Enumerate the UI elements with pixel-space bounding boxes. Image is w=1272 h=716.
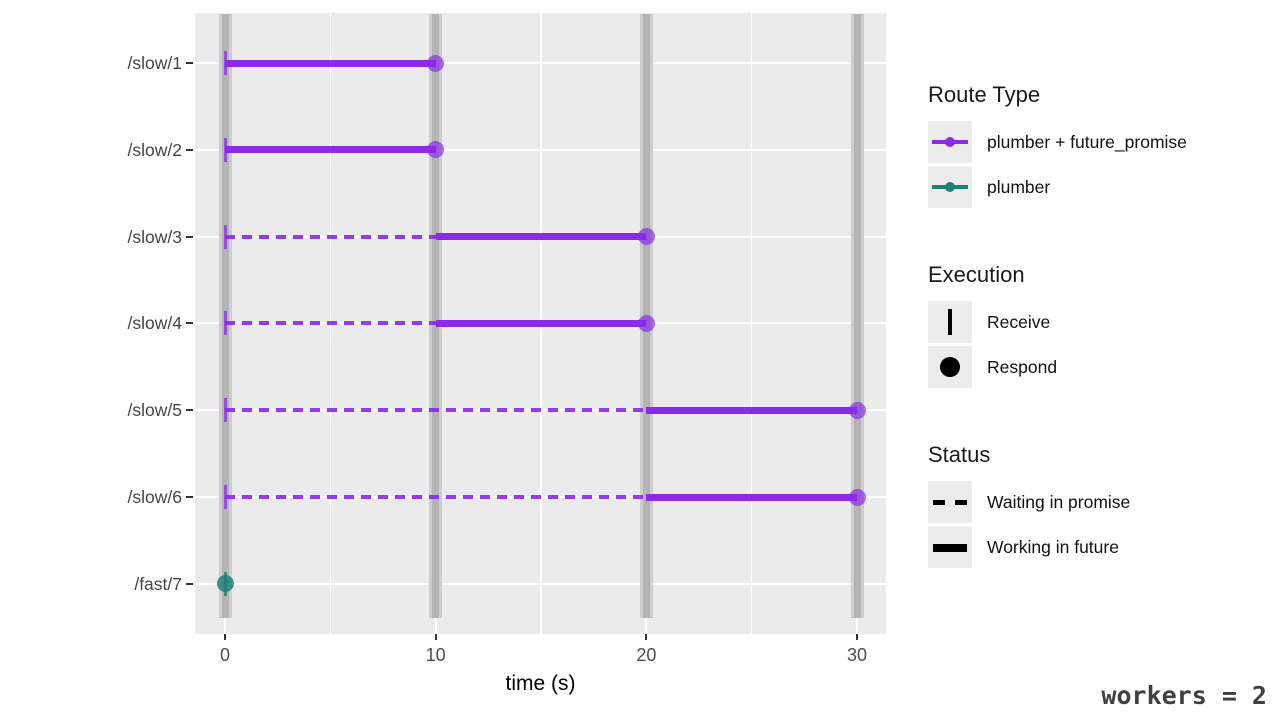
- waiting-in-promise-segment: [225, 408, 647, 413]
- respond-dot: [216, 575, 234, 593]
- legend-key-vline-icon: [928, 301, 972, 343]
- x-axis-title: time (s): [505, 672, 576, 695]
- legend-key-dot: [945, 137, 955, 147]
- respond-dot: [637, 228, 655, 246]
- y-axis-tick: [186, 496, 193, 498]
- y-axis-tick: [186, 148, 193, 151]
- workers-annotation: workers = 2: [1101, 681, 1267, 710]
- legend-item: Respond: [928, 346, 1057, 388]
- x-axis-tick-label: 10: [425, 645, 446, 665]
- worker-band-core: [432, 14, 440, 618]
- legend-key-line-dot-icon: [928, 121, 972, 163]
- y-axis-label: /slow/5: [127, 400, 182, 421]
- respond-dot: [848, 488, 866, 506]
- legend-key-circle: [940, 357, 960, 377]
- legend-title-execution: Execution: [928, 262, 1025, 287]
- legend-item-label: plumber: [987, 176, 1051, 197]
- plot-panel: [195, 13, 886, 634]
- y-axis-tick: [186, 62, 193, 64]
- legend-item-label: Waiting in promise: [987, 491, 1131, 512]
- legend-item: plumber + future_promise: [928, 121, 1187, 163]
- working-in-future-segment: [225, 146, 436, 154]
- x-axis-tick-label: 30: [846, 645, 868, 665]
- x-axis-tick: [224, 634, 226, 640]
- y-axis-label: /slow/1: [127, 53, 182, 73]
- legend-key-dashes: [933, 499, 967, 505]
- legend-item-label: Receive: [987, 311, 1051, 332]
- x-axis-tick-label: 0: [219, 645, 230, 665]
- y-axis-tick: [186, 582, 193, 585]
- y-axis-label: /slow/4: [127, 313, 182, 334]
- y-axis-tick: [186, 409, 193, 412]
- respond-dot: [427, 54, 445, 72]
- legend-key-dot-icon: [928, 346, 972, 388]
- y-axis-label: /fast/7: [134, 573, 182, 594]
- legend-key-vline: [948, 309, 952, 335]
- legend-title-status: Status: [928, 442, 991, 467]
- legend-key-dashed-icon: [928, 481, 972, 523]
- x-axis-tick: [856, 634, 858, 640]
- x-axis-tick: [434, 634, 437, 640]
- y-axis-label: /slow/6: [127, 487, 182, 507]
- working-in-future-segment: [646, 493, 857, 501]
- legend-key-dot: [945, 182, 955, 192]
- x-axis-tick-label: 20: [636, 645, 657, 665]
- worker-band-core: [853, 14, 861, 618]
- y-axis-label: /slow/3: [127, 226, 182, 247]
- legend-item-label: plumber + future_promise: [987, 131, 1187, 152]
- respond-dot: [848, 401, 866, 419]
- legend-key-thick-line: [933, 543, 967, 552]
- legend-group-status: Status Waiting in promise Working in futu…: [928, 442, 1130, 571]
- waiting-in-promise-segment: [225, 234, 436, 239]
- legend-key-line-dot-icon: [928, 166, 972, 208]
- legend-title-route-type: Route Type: [928, 82, 1041, 107]
- legend-item: Working in future: [928, 526, 1130, 568]
- y-axis-tick: [186, 322, 193, 325]
- waiting-in-promise-segment: [225, 321, 436, 326]
- working-in-future-segment: [646, 406, 857, 414]
- y-axis-label: /slow/2: [127, 139, 182, 160]
- v-minor-gridline: [750, 13, 753, 634]
- legend-items-execution: Receive Respond: [928, 301, 1057, 388]
- legend-item-label: Working in future: [987, 536, 1119, 557]
- legend-key-solid-icon: [928, 526, 972, 568]
- respond-dot: [637, 314, 655, 332]
- legend-item: plumber: [928, 166, 1187, 208]
- waiting-in-promise-segment: [225, 495, 647, 499]
- legend-item: Waiting in promise: [928, 481, 1130, 523]
- legend-item: Receive: [928, 301, 1057, 343]
- x-axis-tick: [645, 634, 648, 640]
- legend-group-route-type: Route Type plumber + future_promise plumb…: [928, 82, 1187, 211]
- working-in-future-segment: [225, 59, 436, 67]
- working-in-future-segment: [435, 233, 647, 241]
- legend-item-label: Respond: [987, 356, 1058, 377]
- working-in-future-segment: [435, 319, 647, 327]
- legend-group-execution: Execution Receive Respond: [928, 262, 1057, 391]
- legend-items-status: Waiting in promise Working in future: [928, 481, 1130, 568]
- respond-dot: [427, 141, 445, 159]
- y-axis-tick: [186, 235, 193, 238]
